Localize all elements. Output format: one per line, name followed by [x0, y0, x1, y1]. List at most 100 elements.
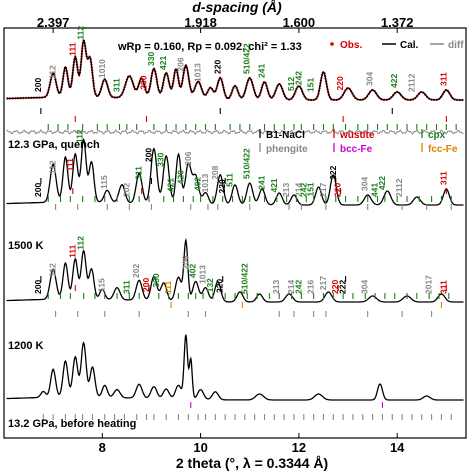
peak-label: 304: [360, 280, 370, 294]
bottom-tick-label: 12: [292, 440, 306, 455]
peak-label: 111: [67, 42, 77, 56]
peak-label: 1013: [198, 265, 208, 284]
peak-label: 330: [151, 273, 161, 287]
pattern-line: [6, 137, 464, 206]
panel-3: [6, 334, 464, 420]
peak-label: 402: [188, 263, 198, 277]
peak-label: 222: [328, 165, 338, 179]
peak-label: 311: [438, 171, 448, 185]
bottom-tick-label: 10: [193, 440, 207, 455]
peak-label: 217: [318, 276, 328, 290]
top-tick-label: 2.397: [37, 15, 70, 30]
peak-label: 220: [335, 76, 345, 90]
peak-label: 213: [281, 183, 291, 197]
peak-label: 311: [112, 78, 122, 92]
plot-frame: [3, 27, 467, 439]
peak-label: 421: [158, 56, 168, 70]
phase-legend-label: cpx: [428, 130, 446, 141]
phase-legend-label: phengite: [266, 144, 308, 155]
peak-label: 112: [76, 236, 86, 250]
peak-label: 206: [180, 255, 190, 269]
bottom-tick-label: 8: [99, 440, 106, 455]
peak-label: 213: [271, 280, 281, 294]
top-axis-ticks: 2.397 1.918 1.600 1.372: [37, 15, 414, 33]
phase-legend-label: bcc-Fe: [340, 144, 373, 155]
peak-label: 241: [256, 64, 266, 78]
legend-marker: [330, 42, 334, 46]
pattern-line: [6, 237, 464, 303]
peak-label: 510/422: [239, 263, 249, 294]
peak-label: 200: [33, 280, 43, 294]
bottom-axis-ticks: 8 10 12 14: [99, 433, 405, 455]
peak-label: 311: [121, 280, 131, 294]
peak-label: 421: [166, 178, 176, 192]
phase-legend-label: wüstite: [339, 130, 375, 141]
peak-label: 112: [48, 263, 58, 277]
peak-label: 402: [193, 177, 203, 191]
peak-label: 220: [333, 183, 343, 197]
peak-label: 200: [143, 148, 153, 162]
peak-label: 511: [225, 173, 235, 187]
peak-label: 200: [33, 78, 43, 92]
peak-label: 1010: [97, 59, 107, 78]
peak-label: 115: [97, 278, 107, 292]
peak-label: 214: [286, 280, 296, 294]
peak-label: 111: [65, 158, 75, 172]
peak-label: 512: [286, 76, 296, 90]
fit-statistics: wRp = 0.160, Rp = 0.092, chi² = 1.33: [117, 41, 302, 53]
peak-label: 422: [377, 176, 387, 190]
peak-label: 304: [360, 177, 370, 191]
peak-label: 220: [212, 59, 222, 73]
peak-label: 311: [438, 72, 448, 86]
peak-label: 241: [256, 175, 266, 189]
peak-label: 441: [370, 183, 380, 197]
peak-label: 200: [139, 75, 149, 89]
panel-0: 200 112 111 112 1010 200 311 330 421 206 220 1013 51…: [6, 26, 464, 135]
peak-label: 112: [48, 65, 58, 79]
fit-legend: Obs. Cal. diff: [330, 40, 464, 51]
peak-label: 206: [175, 57, 185, 71]
peak-label: 217: [318, 183, 328, 197]
phase-legend-label: B1-NaCl: [266, 130, 305, 141]
peak-label: 311: [438, 280, 448, 294]
peak-label: 330: [156, 152, 166, 166]
peak-label: 206: [183, 151, 193, 165]
legend-label: Cal.: [400, 40, 419, 51]
peak-label: 222: [338, 280, 348, 294]
peak-label: 311: [134, 166, 144, 180]
peak-label: 111: [67, 244, 77, 258]
peak-label: 422: [389, 74, 399, 88]
peak-label: 220: [217, 179, 227, 193]
peak-label: 151: [306, 78, 316, 92]
peak-label: 1013: [193, 63, 203, 82]
peak-label: 421: [269, 178, 279, 192]
peak-label: 112: [48, 160, 58, 174]
top-axis-title: d-spacing (Å): [192, 0, 282, 15]
peak-label: 112: [76, 26, 86, 40]
top-tick-label: 1.372: [381, 15, 414, 30]
peak-label: 200: [141, 277, 151, 291]
panel-label-1200k: 1200 K: [8, 340, 44, 352]
peak-label: 510/422: [242, 148, 252, 179]
phase-legend: B1-NaCl wüstite cpx phengite bcc-Fe fcc-Fe: [259, 129, 458, 155]
peak-label: 2112: [406, 73, 416, 92]
peak-label: 420: [175, 170, 185, 184]
panel-label-before-heating: 13.2 GPa, before heating: [8, 418, 136, 430]
legend-label: diff: [448, 40, 464, 51]
peak-label: 330: [146, 52, 156, 66]
top-tick-label: 1.918: [184, 15, 217, 30]
pattern-line: [6, 334, 464, 401]
peak-label: 2112: [394, 178, 404, 197]
peak-label: 112: [75, 129, 85, 143]
bottom-tick-label: 14: [390, 440, 405, 455]
peak-label: 151: [306, 182, 316, 196]
peak-label: 304: [365, 72, 375, 86]
peak-label: 2017: [424, 275, 434, 294]
peak-label: 1013: [200, 173, 210, 192]
peak-label: 220: [330, 280, 340, 294]
